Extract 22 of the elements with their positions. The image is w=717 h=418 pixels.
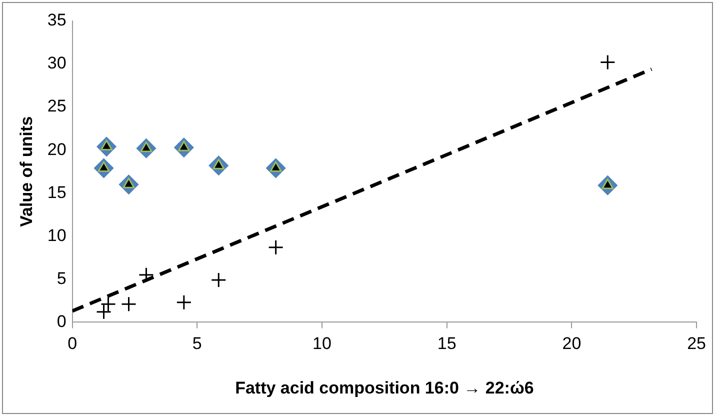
point [176,294,192,310]
y-tick-label: 20 [47,140,66,159]
x-tick-label: 10 [312,334,332,354]
y-tick-label: 10 [47,226,66,245]
y-axis-title: Value of units [16,116,36,227]
point [96,304,112,320]
y-tick-label: 0 [56,312,66,331]
y-tick-label: 30 [47,54,66,73]
x-axis-title: Fatty acid composition 16:0 → 22:ώ6 [235,378,534,398]
x-tick-label: 25 [687,334,706,354]
y-tick-label: 35 [47,10,66,30]
x-tick-label: 15 [437,334,456,354]
point [120,296,136,312]
x-tick-label: 5 [192,334,202,354]
y-tick-label: 15 [47,182,66,202]
point [268,240,284,256]
point [100,296,116,312]
point [210,272,226,288]
y-tick-label: 5 [56,268,66,288]
y-tick-label: 25 [47,96,66,116]
x-tick-label: 20 [562,334,582,354]
point [600,54,616,70]
